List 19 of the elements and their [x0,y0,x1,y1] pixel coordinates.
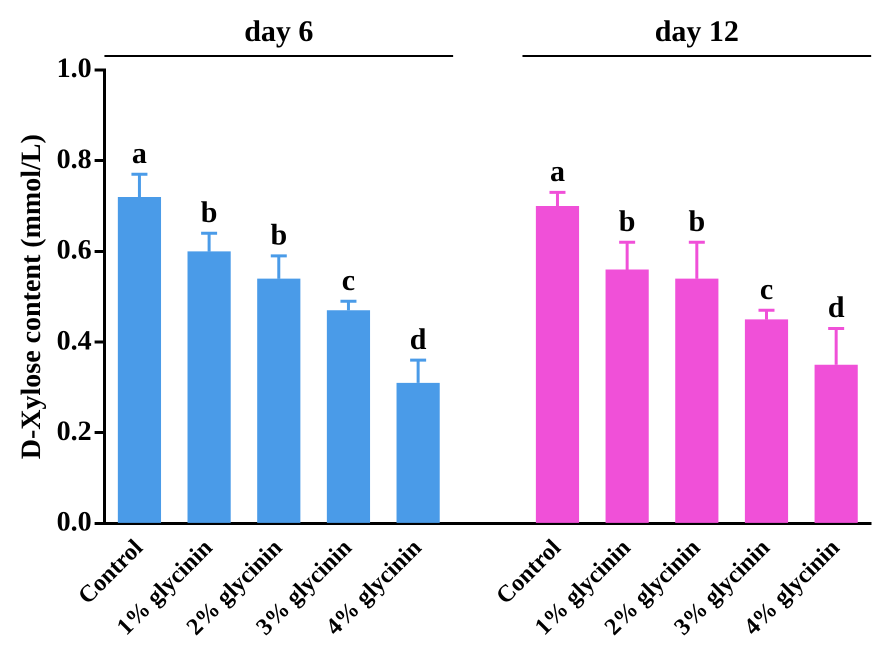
data-label: d [410,322,427,356]
data-label: a [132,137,147,170]
data-label: c [342,264,356,297]
y-axis-title: D-Xylose content (mmol/L) [16,134,48,460]
text: day 12 [654,14,739,48]
data-label: b [270,218,288,252]
y-tick-label: 0.8 [56,144,92,175]
y-tick-label: 0.0 [56,506,92,538]
data-label: b [688,205,706,238]
data-label: b [618,205,636,238]
text: day 6 [244,14,314,48]
y-tick-label: 1.0 [56,53,92,84]
data-label: d [828,291,845,324]
y-tick-label: 0.6 [56,234,92,266]
y-tick-label: 0.2 [56,416,92,447]
data-label: a [550,155,565,188]
data-label: c [760,273,774,306]
data-label: b [200,196,218,229]
y-tick-label: 0.4 [56,325,92,356]
